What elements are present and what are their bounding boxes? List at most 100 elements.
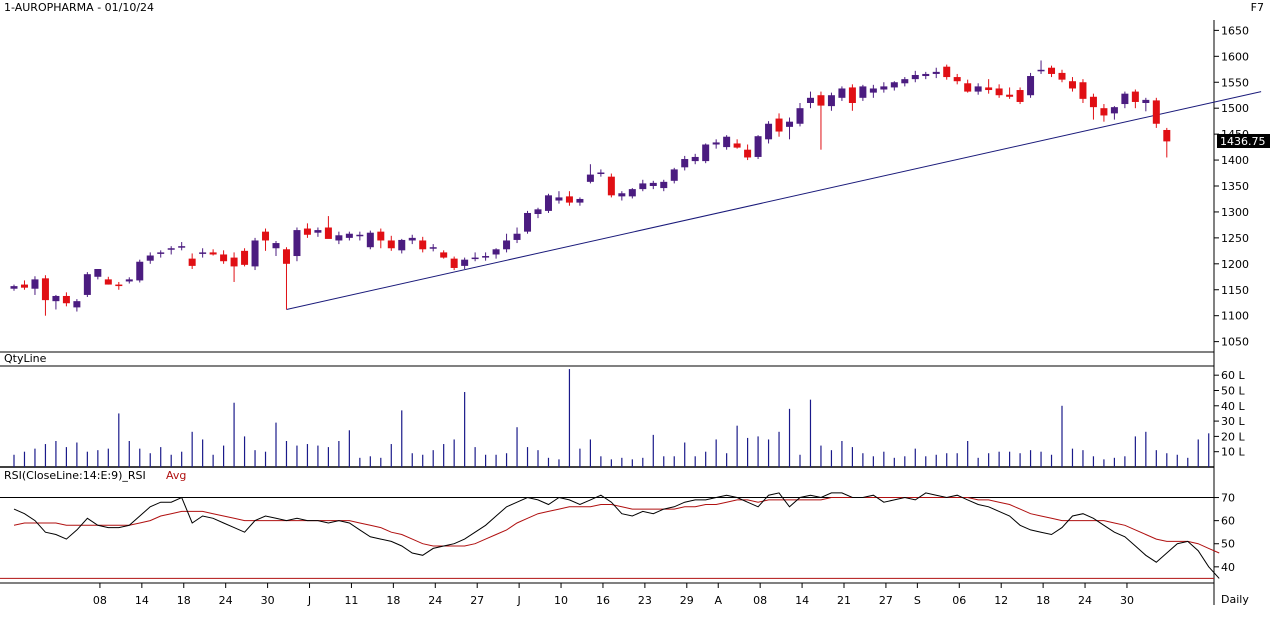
- candle-body: [188, 258, 196, 266]
- date-tick-label: 18: [177, 594, 191, 607]
- candle-body: [115, 284, 123, 287]
- candle-body: [429, 247, 437, 249]
- candle-body: [251, 240, 259, 267]
- candle-body: [555, 197, 563, 201]
- candle: [618, 191, 626, 201]
- candle: [943, 64, 951, 80]
- candle: [586, 164, 594, 184]
- candle: [1027, 72, 1035, 98]
- trendline: [286, 91, 1262, 310]
- candle-body: [932, 71, 940, 74]
- candle-body: [324, 227, 332, 239]
- candle-body: [691, 156, 699, 162]
- candle: [712, 139, 720, 149]
- date-tick-label: 11: [344, 594, 358, 607]
- candle: [723, 135, 731, 150]
- candle-body: [282, 249, 290, 264]
- candle-body: [848, 87, 856, 103]
- date-tick-label: 14: [135, 594, 149, 607]
- candle-body: [52, 295, 60, 302]
- candle: [1006, 87, 1014, 99]
- candle: [398, 238, 406, 254]
- candle: [964, 79, 972, 93]
- candle: [303, 223, 311, 238]
- candle-body: [1110, 107, 1118, 114]
- candle: [167, 246, 175, 255]
- date-tick-label: A: [714, 594, 722, 607]
- candle: [869, 84, 877, 98]
- candle-body: [230, 257, 238, 267]
- candle: [115, 281, 123, 290]
- candle-body: [890, 82, 898, 88]
- volume-tick-label: 60 L: [1221, 369, 1245, 382]
- candle: [524, 210, 532, 234]
- candle-body: [293, 230, 301, 257]
- candle: [188, 253, 196, 269]
- candle: [534, 207, 542, 219]
- date-tick-label: 24: [219, 594, 233, 607]
- hotkey-label: F7: [1250, 1, 1264, 14]
- candle-body: [62, 295, 70, 304]
- date-tick-label: J: [307, 594, 311, 607]
- candle-body: [1068, 81, 1076, 89]
- candle-body: [136, 261, 144, 281]
- candle: [859, 84, 867, 101]
- candle: [1121, 91, 1129, 109]
- volume-tick-label: 40 L: [1221, 400, 1245, 413]
- candle: [1152, 97, 1160, 128]
- candle-body: [146, 255, 154, 261]
- candle: [848, 84, 856, 111]
- candle-body: [513, 233, 521, 240]
- candle: [1058, 69, 1066, 83]
- candle-body: [817, 95, 825, 106]
- candle: [513, 227, 521, 244]
- candle: [953, 73, 961, 85]
- candle: [146, 252, 154, 264]
- candle: [94, 269, 102, 280]
- price-tick-label: 1200: [1221, 258, 1249, 271]
- date-tick-label: J: [516, 594, 520, 607]
- candle-body: [20, 284, 28, 288]
- candle-body: [1152, 100, 1160, 124]
- candle: [576, 197, 584, 206]
- candle: [1110, 106, 1118, 120]
- date-tick-label: 18: [1036, 594, 1050, 607]
- candle-body: [262, 231, 270, 241]
- price-tick-label: 1100: [1221, 310, 1249, 323]
- candle-body: [1142, 99, 1150, 103]
- candle: [607, 173, 615, 198]
- candle: [649, 180, 657, 190]
- candle: [503, 233, 511, 253]
- candle: [178, 242, 186, 251]
- candle: [555, 191, 563, 204]
- candle: [544, 193, 552, 213]
- candle: [628, 188, 636, 199]
- candle: [335, 231, 343, 245]
- candle-body: [41, 278, 49, 301]
- candle-body: [628, 189, 636, 197]
- candle: [31, 276, 39, 295]
- candle-body: [377, 231, 385, 241]
- candle: [733, 139, 741, 149]
- candle: [104, 276, 112, 285]
- candle-body: [985, 87, 993, 91]
- candle-body: [83, 274, 91, 295]
- candle: [670, 167, 678, 184]
- candle: [262, 228, 270, 251]
- candle: [1100, 104, 1108, 122]
- candle: [241, 248, 249, 267]
- candle-body: [199, 252, 207, 254]
- candle-body: [744, 149, 752, 158]
- price-tick-label: 1300: [1221, 206, 1249, 219]
- volume-tick-label: 50 L: [1221, 384, 1245, 397]
- candle: [324, 216, 332, 239]
- candle: [597, 169, 605, 177]
- candle: [817, 91, 825, 150]
- candle: [293, 227, 301, 262]
- candle: [157, 250, 165, 258]
- price-tick-label: 1650: [1221, 24, 1249, 37]
- candle-body: [157, 252, 165, 254]
- candle-body: [796, 108, 804, 124]
- candle: [461, 257, 469, 269]
- candle: [932, 67, 940, 79]
